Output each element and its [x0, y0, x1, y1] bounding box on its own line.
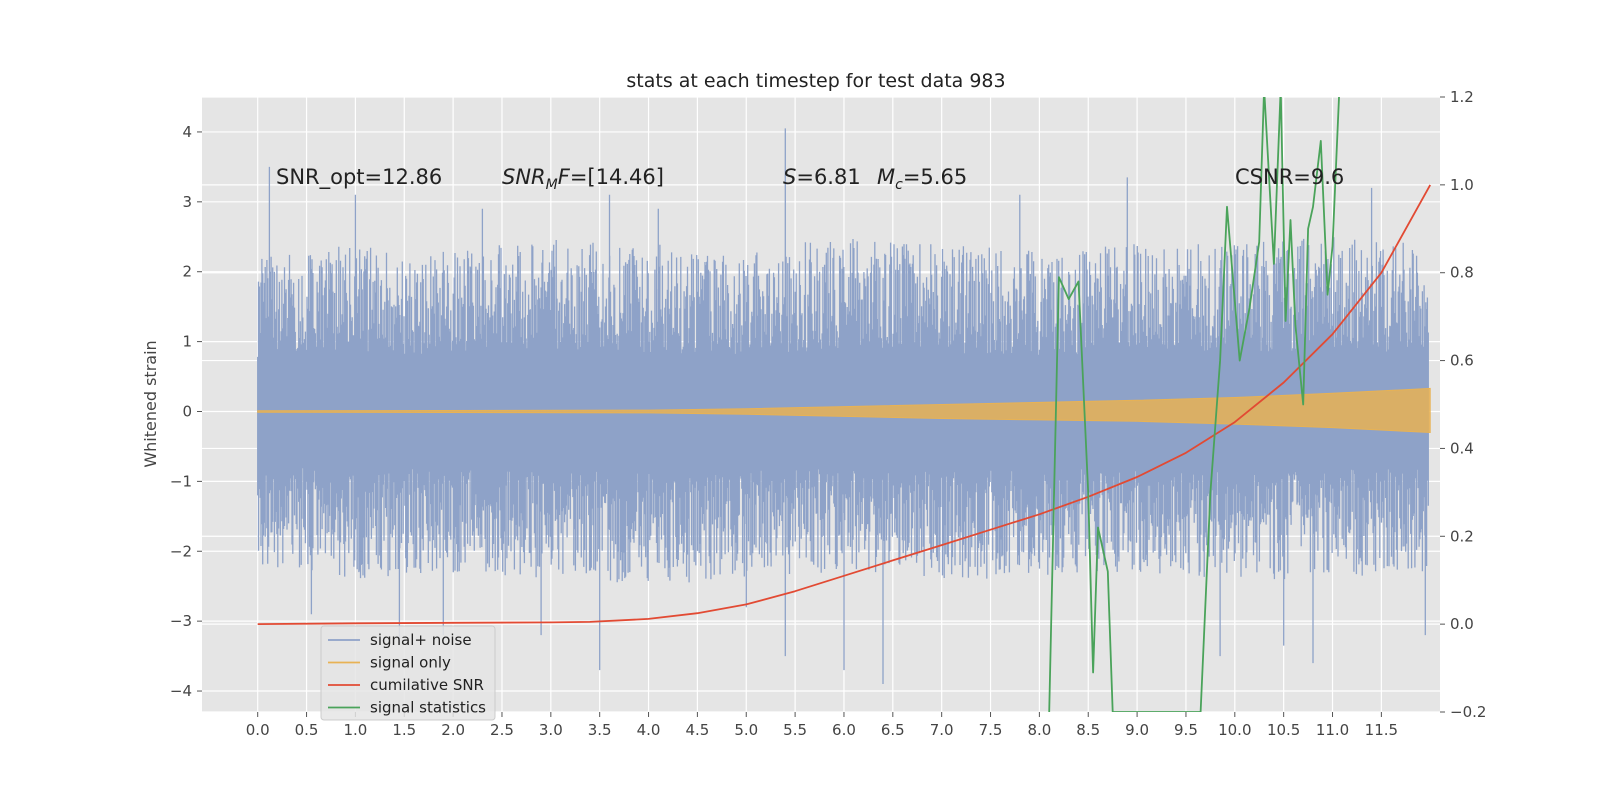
x-tick-label: 5.0 [734, 721, 758, 739]
y-tick-label: 0 [182, 402, 192, 420]
x-tick-label: 11.5 [1365, 721, 1398, 739]
x-tick-label: 9.5 [1174, 721, 1198, 739]
x-tick-label: 8.0 [1027, 721, 1051, 739]
x-tick-label: 1.0 [343, 721, 367, 739]
legend: signal+ noise signal only cumilative SNR si… [320, 625, 496, 721]
annotation-snr-mf: SNRMF=[14.46] [502, 165, 664, 193]
x-tick-label: 8.5 [1076, 721, 1100, 739]
legend-box [320, 625, 496, 721]
x-tick-label: 7.5 [979, 721, 1003, 739]
y2-tick-label: 0.0 [1450, 615, 1474, 633]
cumulative-snr-line [257, 184, 1431, 625]
signal-only-band [257, 387, 1431, 434]
legend-label: signal only [370, 654, 451, 672]
x-tick-label: 10.0 [1218, 721, 1251, 739]
y2-tick-label: 0.2 [1450, 527, 1474, 545]
x-tick-label: 2.0 [441, 721, 465, 739]
y2-tick-label: 1.0 [1450, 176, 1474, 194]
line-layer [257, 97, 1431, 712]
y-tick-label: −4 [170, 682, 192, 700]
x-tick-label: 6.0 [832, 721, 856, 739]
x-tick-label: 3.5 [588, 721, 612, 739]
x-tick-label: 4.5 [685, 721, 709, 739]
x-tick-label: 4.0 [637, 721, 661, 739]
x-tick-label: 2.5 [490, 721, 514, 739]
x-tick-label: 0.5 [295, 721, 319, 739]
y-tick-label: 2 [182, 263, 192, 281]
x-tick-label: 9.0 [1125, 721, 1149, 739]
annotations: SNR_opt=12.86 SNRMF=[14.46] S=6.81 Mc=5.… [276, 165, 1344, 193]
y-tick-label: 4 [182, 123, 192, 141]
y-tick-label: −1 [170, 472, 192, 490]
y2-tick-label: −0.2 [1450, 703, 1486, 721]
y2-tick-label: 0.6 [1450, 352, 1474, 370]
y-axis-right: −0.2 0.0 0.2 0.4 0.6 0.8 1.0 1.2 [1440, 88, 1486, 721]
x-tick-label: 7.0 [930, 721, 954, 739]
signal-layer [257, 387, 1431, 434]
legend-label: cumilative SNR [370, 676, 484, 694]
y-tick-label: −2 [170, 542, 192, 560]
y-axis-left: −4 −3 −2 −1 0 1 2 3 4 [170, 123, 202, 700]
signal-statistics-line [1048, 97, 1340, 712]
y-axis-label: Whitened strain [141, 340, 160, 467]
x-tick-label: 11.0 [1316, 721, 1349, 739]
y2-tick-label: 1.2 [1450, 88, 1474, 106]
chart-title: stats at each timestep for test data 983 [626, 70, 1005, 92]
y-tick-label: 1 [182, 333, 192, 351]
legend-label: signal+ noise [370, 631, 472, 649]
annotation-csnr: CSNR=9.6 [1235, 165, 1344, 189]
x-tick-label: 3.0 [539, 721, 563, 739]
annotation-mc: Mc=5.65 [877, 165, 967, 193]
x-tick-label: 0.0 [246, 721, 270, 739]
y2-tick-label: 0.4 [1450, 439, 1474, 457]
y-tick-label: 3 [182, 193, 192, 211]
annotation-s: S=6.81 [783, 165, 861, 189]
annotation-snr-opt: SNR_opt=12.86 [276, 165, 442, 190]
legend-label: signal statistics [370, 699, 486, 717]
y2-tick-label: 0.8 [1450, 264, 1474, 282]
x-tick-label: 10.5 [1267, 721, 1300, 739]
x-tick-label: 5.5 [783, 721, 807, 739]
y-tick-label: −3 [170, 612, 192, 630]
x-axis: 0.0 0.5 1.0 1.5 2.0 2.5 3.0 3.5 4.0 4.5 5.0 5.5 6.0 6… [246, 712, 1398, 739]
x-tick-label: 1.5 [392, 721, 416, 739]
x-tick-label: 6.5 [881, 721, 905, 739]
